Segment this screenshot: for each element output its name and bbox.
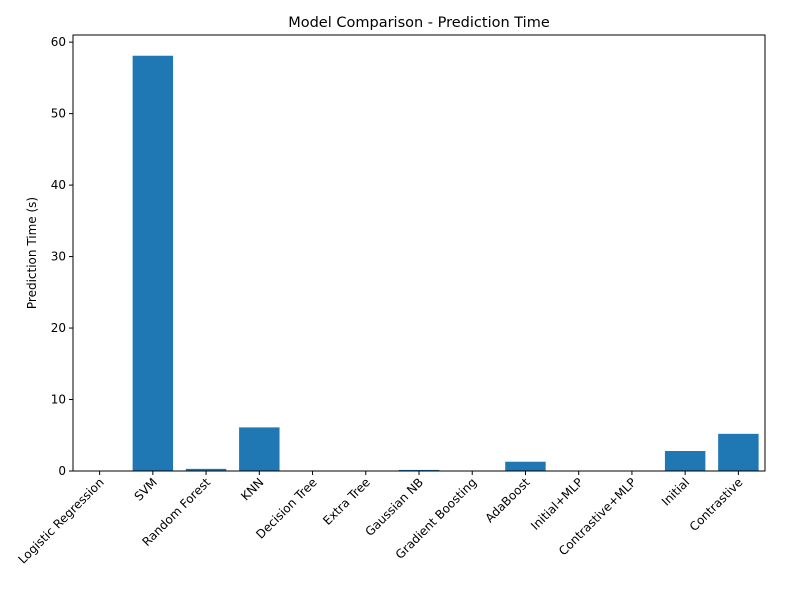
bar-svm [132, 55, 174, 471]
y-axis-label: Prediction Time (s) [25, 197, 39, 309]
y-tick-label: 10 [51, 393, 66, 407]
x-tick-label: Initial [659, 475, 692, 508]
bars-group [79, 55, 759, 471]
x-tick-label: Contrastive [687, 475, 746, 534]
x-tick-label: Extra Tree [320, 475, 373, 528]
bar-knn [239, 427, 280, 471]
bar-gaussian-nb [398, 469, 440, 471]
bar-random-forest [185, 468, 227, 471]
x-tick-label: AdaBoost [482, 475, 532, 525]
y-axis: 0 10 20 30 40 50 60 [51, 35, 73, 478]
plot-frame [72, 34, 766, 472]
x-tick-label: Initial+MLP [528, 475, 586, 533]
y-tick-label: 30 [51, 250, 66, 264]
bar-adaboost [505, 461, 546, 471]
chart-title: Model Comparison - Prediction Time [288, 15, 550, 31]
x-tick-label: Logistic Regression [15, 475, 106, 566]
y-tick-label: 40 [51, 178, 66, 192]
y-tick-label: 20 [51, 321, 66, 335]
x-tick-label: KNN [238, 475, 266, 503]
bar-initial [664, 450, 706, 471]
y-tick-label: 50 [51, 107, 66, 121]
x-tick-label: SVM [132, 475, 160, 503]
bar-contrastive [718, 433, 759, 471]
y-tick-label: 60 [51, 35, 66, 49]
y-tick-label: 0 [58, 464, 66, 478]
